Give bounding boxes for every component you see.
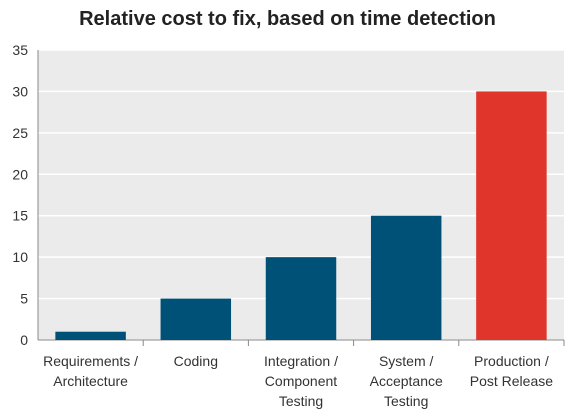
x-category-label: Integration / Component Testing [264, 353, 338, 409]
bar [160, 298, 232, 340]
x-category-label-line: System / [379, 353, 434, 369]
x-category-label-line: Testing [279, 393, 323, 409]
bar [370, 215, 442, 340]
x-category-label-line: Integration / [264, 353, 338, 369]
y-tick-label: 10 [12, 249, 28, 265]
y-tick-label: 20 [12, 166, 28, 182]
x-category-label-line: Acceptance [370, 373, 443, 389]
x-category-label-line: Post Release [470, 373, 553, 389]
x-category-label: System / Acceptance Testing [370, 353, 443, 409]
x-category-label: Requirements / Architecture [43, 353, 138, 389]
bar [476, 91, 547, 340]
y-tick-label: 35 [12, 42, 28, 58]
x-category-label-line: Coding [174, 353, 218, 369]
y-tick-label: 15 [12, 208, 28, 224]
y-tick-label: 5 [20, 291, 28, 307]
x-category-label: Coding [174, 353, 218, 369]
bar [55, 331, 126, 340]
x-category-label-line: Testing [384, 393, 428, 409]
y-tick-label: 30 [12, 83, 28, 99]
chart-title: Relative cost to fix, based on time dete… [79, 8, 496, 30]
x-category-label: Production / Post Release [470, 353, 553, 389]
y-tick-label: 25 [12, 125, 28, 141]
y-tick-label: 0 [20, 332, 28, 348]
x-category-label-line: Component [265, 373, 337, 389]
x-category-label-line: Requirements / [43, 353, 138, 369]
x-category-label-line: Architecture [53, 373, 128, 389]
x-category-label-line: Production / [474, 353, 549, 369]
bar [265, 257, 337, 340]
